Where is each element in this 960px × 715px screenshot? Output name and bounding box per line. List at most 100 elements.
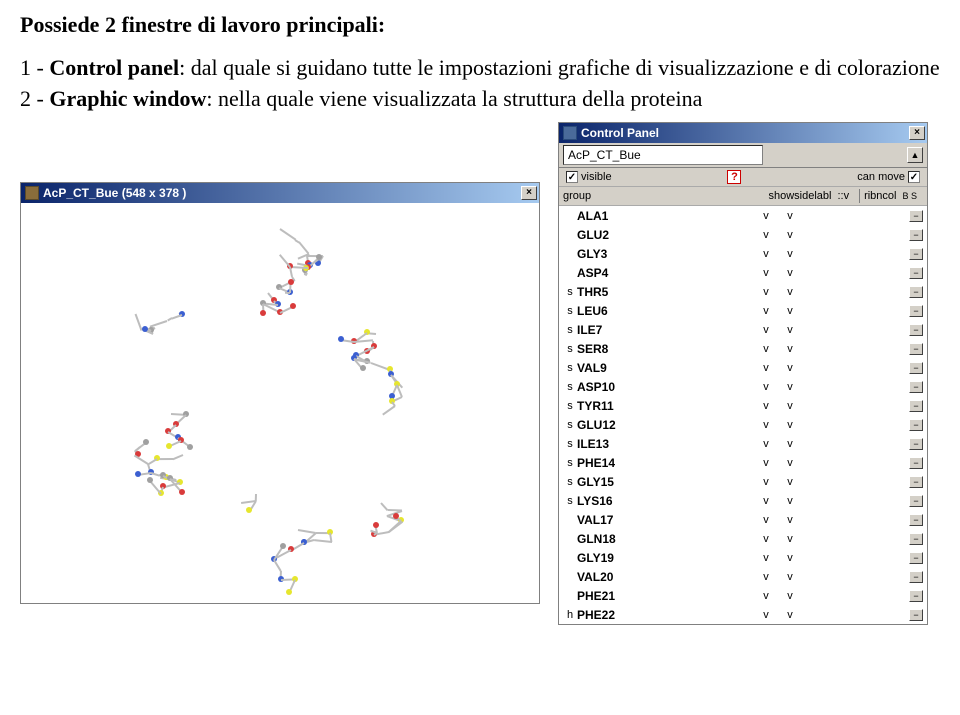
residue-v2[interactable]: v bbox=[778, 362, 802, 374]
residue-row[interactable]: GLY3vv− bbox=[559, 244, 927, 263]
residue-row[interactable]: sLYS16vv− bbox=[559, 491, 927, 510]
residue-toggle-icon[interactable]: − bbox=[909, 419, 923, 431]
residue-v1[interactable]: v bbox=[754, 438, 778, 450]
residue-v2[interactable]: v bbox=[778, 609, 802, 621]
residue-v1[interactable]: v bbox=[754, 514, 778, 526]
residue-row[interactable]: ALA1vv− bbox=[559, 206, 927, 225]
residue-v1[interactable]: v bbox=[754, 457, 778, 469]
residue-row[interactable]: ASP4vv− bbox=[559, 263, 927, 282]
residue-v2[interactable]: v bbox=[778, 267, 802, 279]
residue-v2[interactable]: v bbox=[778, 590, 802, 602]
residue-v2[interactable]: v bbox=[778, 324, 802, 336]
residue-row[interactable]: hPHE22vv− bbox=[559, 605, 927, 624]
residue-row[interactable]: sPHE14vv− bbox=[559, 453, 927, 472]
residue-toggle-icon[interactable]: − bbox=[909, 381, 923, 393]
residue-v1[interactable]: v bbox=[754, 552, 778, 564]
residue-toggle-icon[interactable]: − bbox=[909, 362, 923, 374]
residue-v2[interactable]: v bbox=[778, 229, 802, 241]
residue-v1[interactable]: v bbox=[754, 286, 778, 298]
col-vv[interactable]: ::v bbox=[837, 190, 849, 202]
residue-toggle-icon[interactable]: − bbox=[909, 571, 923, 583]
residue-row[interactable]: GLY19vv− bbox=[559, 548, 927, 567]
residue-toggle-icon[interactable]: − bbox=[909, 400, 923, 412]
residue-toggle-icon[interactable]: − bbox=[909, 305, 923, 317]
col-bs[interactable]: B S bbox=[902, 191, 917, 201]
residue-v2[interactable]: v bbox=[778, 514, 802, 526]
residue-v2[interactable]: v bbox=[778, 476, 802, 488]
residue-v1[interactable]: v bbox=[754, 248, 778, 260]
close-icon[interactable]: × bbox=[521, 186, 537, 200]
residue-v2[interactable]: v bbox=[778, 438, 802, 450]
residue-row[interactable]: sILE13vv− bbox=[559, 434, 927, 453]
residue-row[interactable]: sGLY15vv− bbox=[559, 472, 927, 491]
residue-row[interactable]: VAL17vv− bbox=[559, 510, 927, 529]
residue-toggle-icon[interactable]: − bbox=[909, 229, 923, 241]
canmove-checkbox[interactable]: ✓ bbox=[908, 171, 920, 183]
col-ribncol[interactable]: ribncol bbox=[864, 190, 896, 202]
residue-v2[interactable]: v bbox=[778, 533, 802, 545]
residue-row[interactable]: VAL20vv− bbox=[559, 567, 927, 586]
residue-v2[interactable]: v bbox=[778, 210, 802, 222]
residue-v1[interactable]: v bbox=[754, 362, 778, 374]
residue-row[interactable]: sASP10vv− bbox=[559, 377, 927, 396]
residue-row[interactable]: sTYR11vv− bbox=[559, 396, 927, 415]
subject-name-field[interactable]: AcP_CT_Bue bbox=[563, 145, 763, 165]
help-icon[interactable]: ? bbox=[727, 170, 741, 184]
residue-toggle-icon[interactable]: − bbox=[909, 495, 923, 507]
residue-v2[interactable]: v bbox=[778, 343, 802, 355]
residue-row[interactable]: sLEU6vv− bbox=[559, 301, 927, 320]
residue-toggle-icon[interactable]: − bbox=[909, 248, 923, 260]
residue-v1[interactable]: v bbox=[754, 267, 778, 279]
residue-toggle-icon[interactable]: − bbox=[909, 552, 923, 564]
residue-v1[interactable]: v bbox=[754, 419, 778, 431]
visible-checkbox[interactable]: ✓ bbox=[566, 171, 578, 183]
col-showsidelabl[interactable]: showsidelabl bbox=[768, 190, 831, 202]
residue-v2[interactable]: v bbox=[778, 248, 802, 260]
scroll-up-icon[interactable]: ▲ bbox=[907, 147, 923, 163]
residue-toggle-icon[interactable]: − bbox=[909, 514, 923, 526]
residue-row[interactable]: PHE21vv− bbox=[559, 586, 927, 605]
residue-v1[interactable]: v bbox=[754, 324, 778, 336]
residue-toggle-icon[interactable]: − bbox=[909, 457, 923, 469]
residue-v2[interactable]: v bbox=[778, 571, 802, 583]
residue-v1[interactable]: v bbox=[754, 533, 778, 545]
residue-row[interactable]: GLN18vv− bbox=[559, 529, 927, 548]
residue-toggle-icon[interactable]: − bbox=[909, 267, 923, 279]
residue-v1[interactable]: v bbox=[754, 381, 778, 393]
residue-v2[interactable]: v bbox=[778, 400, 802, 412]
residue-v2[interactable]: v bbox=[778, 419, 802, 431]
residue-row[interactable]: sILE7vv− bbox=[559, 320, 927, 339]
col-group[interactable]: group bbox=[563, 190, 591, 202]
residue-toggle-icon[interactable]: − bbox=[909, 324, 923, 336]
residue-toggle-icon[interactable]: − bbox=[909, 609, 923, 621]
residue-list[interactable]: ALA1vv−GLU2vv−GLY3vv−ASP4vv−sTHR5vv−sLEU… bbox=[559, 206, 927, 624]
residue-v2[interactable]: v bbox=[778, 552, 802, 564]
residue-row[interactable]: sSER8vv− bbox=[559, 339, 927, 358]
residue-v1[interactable]: v bbox=[754, 229, 778, 241]
residue-v1[interactable]: v bbox=[754, 476, 778, 488]
residue-v2[interactable]: v bbox=[778, 286, 802, 298]
residue-toggle-icon[interactable]: − bbox=[909, 476, 923, 488]
residue-toggle-icon[interactable]: − bbox=[909, 210, 923, 222]
residue-toggle-icon[interactable]: − bbox=[909, 533, 923, 545]
residue-toggle-icon[interactable]: − bbox=[909, 590, 923, 602]
molecule-canvas[interactable] bbox=[21, 203, 539, 603]
residue-v1[interactable]: v bbox=[754, 210, 778, 222]
residue-v1[interactable]: v bbox=[754, 495, 778, 507]
residue-v1[interactable]: v bbox=[754, 400, 778, 412]
residue-row[interactable]: sTHR5vv− bbox=[559, 282, 927, 301]
residue-v1[interactable]: v bbox=[754, 609, 778, 621]
residue-v2[interactable]: v bbox=[778, 305, 802, 317]
residue-toggle-icon[interactable]: − bbox=[909, 438, 923, 450]
graphic-titlebar[interactable]: AcP_CT_Bue (548 x 378 ) × bbox=[21, 183, 539, 203]
residue-row[interactable]: sGLU12vv− bbox=[559, 415, 927, 434]
residue-toggle-icon[interactable]: − bbox=[909, 343, 923, 355]
residue-v1[interactable]: v bbox=[754, 590, 778, 602]
control-titlebar[interactable]: Control Panel × bbox=[559, 123, 927, 143]
residue-v2[interactable]: v bbox=[778, 495, 802, 507]
residue-v1[interactable]: v bbox=[754, 343, 778, 355]
residue-v1[interactable]: v bbox=[754, 305, 778, 317]
residue-v1[interactable]: v bbox=[754, 571, 778, 583]
residue-v2[interactable]: v bbox=[778, 381, 802, 393]
residue-toggle-icon[interactable]: − bbox=[909, 286, 923, 298]
